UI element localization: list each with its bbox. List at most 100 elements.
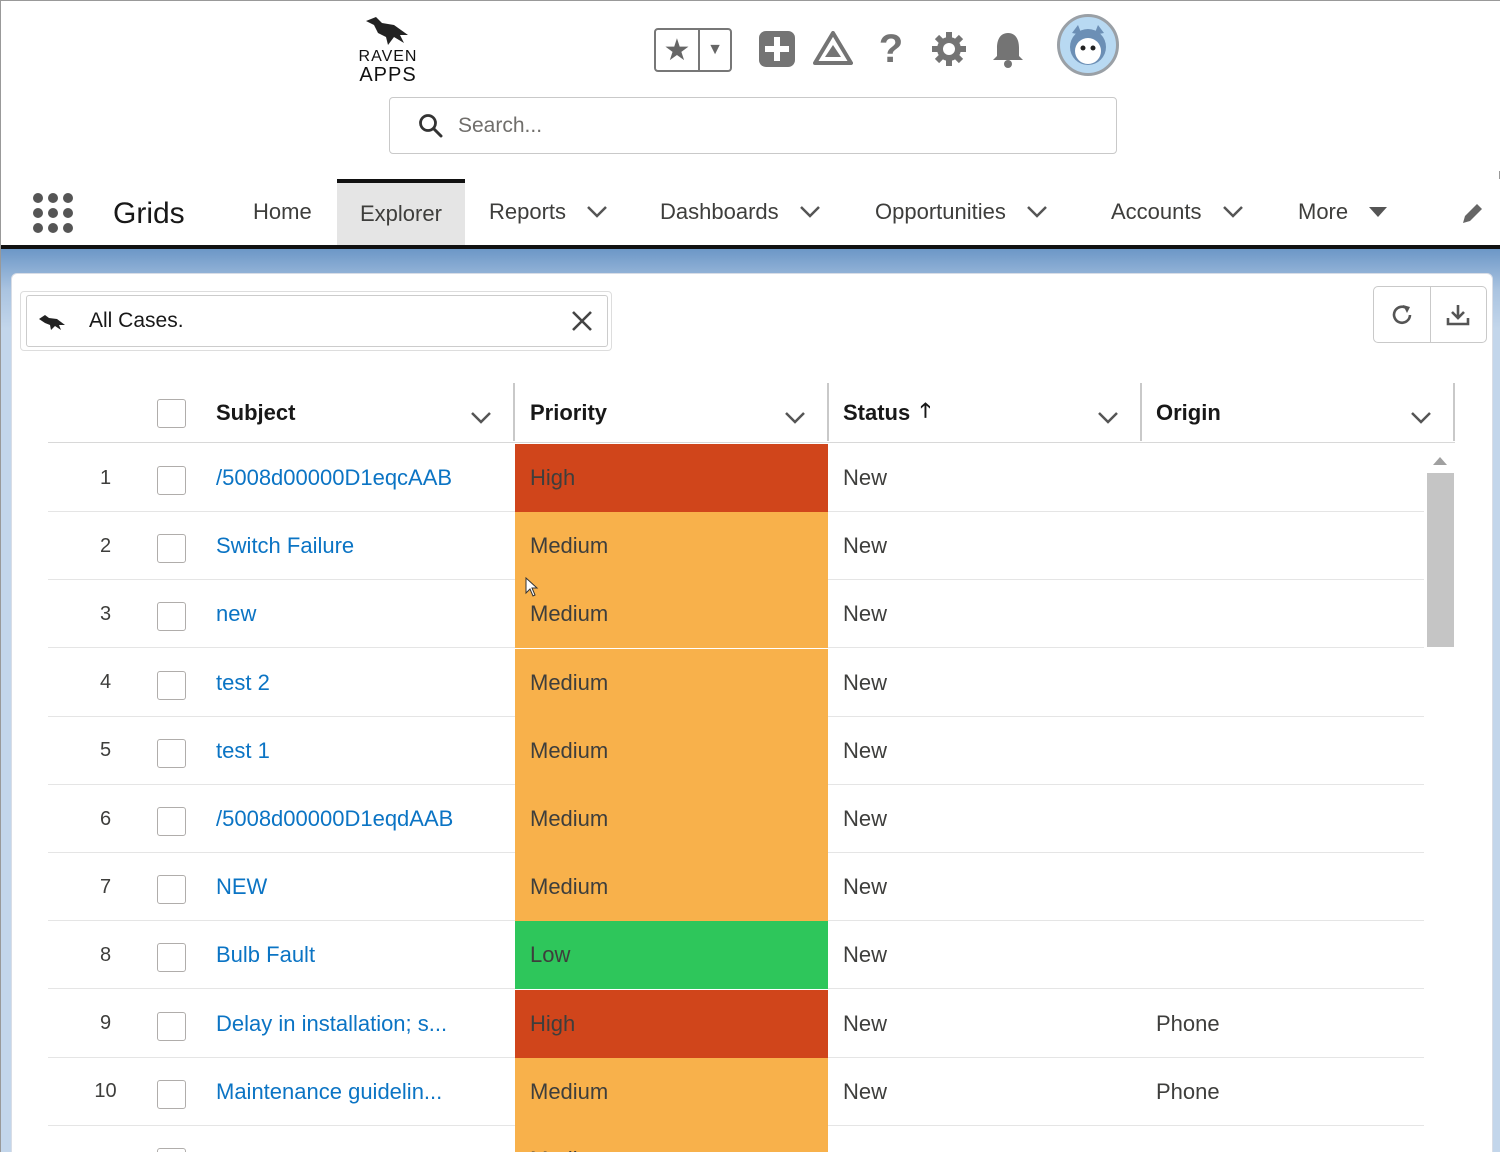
scroll-up-icon[interactable]: [1432, 453, 1448, 471]
favorites-dropdown-icon[interactable]: ▼: [707, 41, 723, 58]
tab-dashboards[interactable]: Dashboards: [660, 179, 821, 245]
origin-cell[interactable]: [1156, 921, 1416, 989]
subject-link[interactable]: NEW: [216, 874, 268, 900]
star-icon[interactable]: ★: [656, 30, 700, 70]
refresh-button[interactable]: [1374, 287, 1430, 342]
priority-cell[interactable]: Medium: [515, 648, 828, 717]
priority-cell[interactable]: Medium: [515, 580, 828, 649]
origin-cell[interactable]: [1156, 512, 1416, 580]
table-row[interactable]: 3 new Medium New: [48, 580, 1424, 649]
subject-link[interactable]: test 2: [216, 669, 270, 695]
download-button[interactable]: [1429, 287, 1487, 342]
column-header-status[interactable]: Status 🡑: [843, 383, 1141, 443]
row-checkbox[interactable]: [157, 943, 186, 973]
row-checkbox[interactable]: [157, 1011, 186, 1041]
table-row[interactable]: 2 Switch Failure Medium New: [48, 512, 1424, 581]
row-checkbox[interactable]: [157, 738, 186, 768]
origin-cell[interactable]: [1156, 580, 1416, 648]
subject-link[interactable]: Delay in installation; s...: [216, 1010, 448, 1036]
scrollbar-thumb[interactable]: [1427, 473, 1454, 647]
table-row[interactable]: 8 Bulb Fault Low New: [48, 921, 1424, 990]
status-cell[interactable]: [843, 1126, 1143, 1152]
subject-link[interactable]: [216, 1126, 514, 1152]
chevron-down-icon[interactable]: [1097, 405, 1119, 431]
origin-cell[interactable]: [1156, 717, 1416, 785]
status-cell[interactable]: New: [843, 669, 888, 695]
row-checkbox[interactable]: [157, 875, 186, 905]
row-checkbox[interactable]: [157, 807, 186, 836]
edit-nav-icon[interactable]: [1459, 201, 1485, 232]
row-checkbox[interactable]: [157, 670, 186, 700]
status-cell[interactable]: New: [843, 874, 888, 900]
table-row[interactable]: 6/5008d00000D1eqdAAB Medium New: [48, 785, 1424, 853]
raven-apps-logo[interactable]: RAVEN APPS: [347, 13, 429, 91]
status-cell[interactable]: New: [843, 942, 888, 968]
table-row[interactable]: 5 test 1 Medium New: [48, 716, 1424, 785]
row-checkbox[interactable]: [157, 1148, 186, 1152]
column-header-priority[interactable]: Priority: [530, 383, 828, 443]
status-cell[interactable]: New: [843, 533, 888, 559]
column-divider[interactable]: [827, 383, 829, 441]
trailhead-icon[interactable]: [811, 27, 855, 71]
status-cell[interactable]: New: [843, 465, 888, 490]
tab-explorer[interactable]: Explorer: [337, 179, 465, 245]
table-row[interactable]: 1/5008d00000D1eqcAAB High New: [48, 444, 1424, 512]
priority-cell[interactable]: High: [515, 989, 828, 1058]
user-avatar[interactable]: [1057, 14, 1119, 76]
subject-link[interactable]: Maintenance guidelin...: [216, 1078, 443, 1104]
subject-link[interactable]: /5008d00000D1eqcAAB: [216, 465, 453, 490]
table-row[interactable]: 4 test 2 Medium New: [48, 648, 1424, 717]
tab-opportunities[interactable]: Opportunities: [875, 179, 1048, 245]
row-checkbox[interactable]: [157, 534, 186, 564]
table-row[interactable]: 10 Maintenance guidelin... Medium New Phone: [48, 1057, 1424, 1126]
tab-more[interactable]: More: [1298, 179, 1388, 245]
sort-ascending-icon[interactable]: 🡑: [920, 400, 931, 422]
status-cell[interactable]: New: [843, 601, 888, 627]
subject-link[interactable]: /5008d00000D1eqdAAB: [216, 806, 454, 831]
column-divider[interactable]: [1453, 383, 1455, 441]
column-divider[interactable]: [513, 383, 515, 441]
priority-cell[interactable]: Medium: [515, 1126, 828, 1152]
column-header-subject[interactable]: Subject: [216, 383, 514, 443]
row-checkbox[interactable]: [157, 466, 186, 495]
column-divider[interactable]: [1140, 383, 1142, 441]
row-checkbox[interactable]: [157, 602, 186, 632]
status-cell[interactable]: New: [843, 737, 888, 763]
help-icon[interactable]: ?: [878, 26, 904, 71]
priority-cell[interactable]: Medium: [515, 512, 828, 581]
priority-cell[interactable]: High: [515, 444, 828, 512]
row-checkbox[interactable]: [157, 1079, 186, 1109]
list-view-selector[interactable]: All Cases.: [26, 295, 608, 347]
origin-cell[interactable]: Phone: [1156, 1078, 1220, 1104]
chevron-down-icon[interactable]: [470, 405, 492, 431]
chevron-down-icon[interactable]: [586, 205, 608, 219]
close-icon[interactable]: [557, 310, 607, 332]
priority-cell[interactable]: Low: [515, 921, 828, 990]
chevron-down-icon[interactable]: [784, 405, 806, 431]
caret-down-icon[interactable]: [1368, 206, 1388, 218]
global-actions-icon[interactable]: [755, 27, 799, 71]
gear-icon[interactable]: [927, 27, 971, 71]
priority-cell[interactable]: Medium: [515, 1057, 828, 1126]
origin-cell[interactable]: [1156, 1126, 1416, 1152]
status-cell[interactable]: New: [843, 1078, 888, 1104]
favorites-button[interactable]: ★ ▼: [654, 28, 732, 72]
chevron-down-icon[interactable]: [1410, 405, 1432, 431]
priority-cell[interactable]: Medium: [515, 785, 828, 853]
origin-cell[interactable]: [1156, 649, 1416, 717]
subject-link[interactable]: Switch Failure: [216, 533, 355, 559]
priority-cell[interactable]: Medium: [515, 853, 828, 922]
table-row[interactable]: Medium: [48, 1126, 1424, 1152]
subject-link[interactable]: new: [216, 601, 257, 627]
subject-link[interactable]: Bulb Fault: [216, 942, 316, 968]
app-launcher-icon[interactable]: [33, 193, 73, 233]
subject-link[interactable]: test 1: [216, 737, 270, 763]
select-all-checkbox[interactable]: [157, 399, 186, 428]
origin-cell[interactable]: [1156, 444, 1416, 512]
bell-icon[interactable]: [986, 27, 1030, 71]
origin-cell[interactable]: [1156, 785, 1416, 853]
status-cell[interactable]: New: [843, 806, 888, 831]
chevron-down-icon[interactable]: [799, 205, 821, 219]
column-header-origin[interactable]: Origin: [1156, 383, 1454, 443]
origin-cell[interactable]: Phone: [1156, 1010, 1220, 1036]
